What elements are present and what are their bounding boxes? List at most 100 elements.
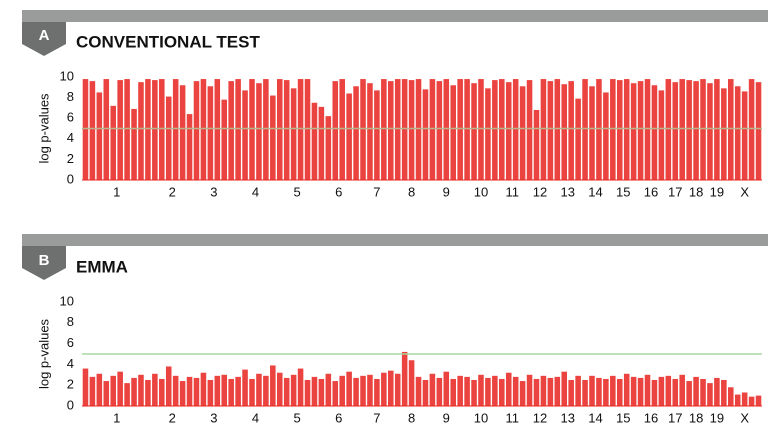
snp-bar — [346, 371, 352, 406]
snp-bar — [242, 90, 248, 180]
snp-bar — [623, 79, 630, 180]
snp-bar — [728, 387, 734, 406]
snp-bar — [443, 371, 450, 406]
snp-bar — [131, 377, 137, 406]
snp-bar — [499, 79, 505, 180]
snp-bar — [519, 381, 526, 406]
snp-bar — [693, 376, 699, 406]
snp-bar — [138, 82, 144, 180]
x-tick-label: 2 — [169, 184, 176, 199]
x-tick-label: 6 — [335, 184, 342, 199]
panel-a-header: A CONVENTIONAL TEST — [22, 10, 768, 56]
snp-bar — [596, 79, 602, 180]
snp-bar — [728, 79, 734, 180]
x-tick-label: 5 — [293, 184, 300, 199]
snp-bar — [644, 79, 651, 180]
y-axis-label: log p-values — [36, 318, 51, 389]
snp-bar — [290, 374, 297, 406]
y-tick-label: 10 — [60, 293, 74, 308]
snp-bar — [519, 86, 526, 180]
snp-bar — [124, 79, 130, 180]
snp-bar — [457, 79, 463, 180]
snp-bar — [707, 83, 713, 180]
snp-bar — [630, 83, 637, 180]
snp-bar — [103, 381, 110, 406]
snp-bar — [374, 90, 380, 180]
x-tick-label: 10 — [474, 410, 488, 425]
snp-bar — [82, 368, 89, 406]
snp-bar — [665, 79, 672, 180]
snp-bar — [471, 380, 477, 406]
snp-bar — [332, 381, 339, 406]
snp-bar — [207, 380, 214, 406]
snp-bar — [686, 381, 692, 406]
snp-bar — [644, 374, 651, 406]
snp-bar — [408, 360, 415, 406]
snp-bar — [235, 79, 241, 180]
x-tick-label: 13 — [560, 184, 574, 199]
snp-bar — [721, 88, 727, 180]
snp-bar — [568, 81, 574, 180]
snp-bar — [152, 80, 158, 180]
snp-bar — [741, 91, 748, 180]
x-tick-label: 19 — [710, 184, 724, 199]
snp-bar — [589, 375, 595, 406]
x-tick-label: 4 — [252, 410, 259, 425]
x-tick-label: 15 — [616, 410, 630, 425]
snp-bar — [623, 373, 630, 406]
snp-bar — [665, 375, 672, 406]
snp-bar — [707, 383, 713, 406]
x-tick-label: 15 — [616, 184, 630, 199]
snp-bar — [152, 373, 158, 406]
snp-bar — [117, 371, 123, 406]
snp-bar — [172, 375, 179, 406]
y-tick-label: 2 — [67, 151, 74, 166]
x-tick-label: 12 — [533, 184, 547, 199]
snp-bar — [658, 90, 665, 180]
x-tick-label: 12 — [533, 410, 547, 425]
y-tick-label: 2 — [67, 377, 74, 392]
snp-bar — [263, 79, 269, 180]
x-tick-label: 10 — [474, 184, 488, 199]
x-tick-label: 9 — [443, 184, 450, 199]
x-tick-label: 9 — [443, 410, 450, 425]
snp-bar — [186, 376, 193, 406]
snp-bar — [748, 396, 755, 406]
snp-bar — [353, 86, 359, 180]
panel-title: EMMA — [76, 257, 128, 276]
snp-bar — [207, 86, 214, 180]
snp-bar — [401, 351, 408, 406]
y-tick-label: 4 — [67, 130, 74, 145]
snp-bar — [610, 375, 616, 406]
snp-bar — [360, 79, 366, 180]
snp-bar — [339, 79, 345, 180]
snp-bar — [596, 377, 602, 406]
snp-bar — [117, 80, 123, 180]
snp-bar — [610, 79, 616, 180]
snp-bar — [221, 99, 228, 180]
x-tick-label: 6 — [335, 410, 342, 425]
snp-bar — [110, 375, 116, 406]
snp-bar — [436, 377, 443, 406]
snp-bar — [505, 82, 512, 180]
snp-bar — [741, 392, 748, 406]
x-tick-label: 8 — [408, 410, 415, 425]
x-tick-label: X — [740, 410, 749, 425]
x-tick-label: 17 — [668, 410, 682, 425]
snp-bar — [124, 383, 130, 406]
snp-bar — [394, 373, 401, 406]
snp-bar — [547, 377, 554, 406]
snp-bar — [339, 375, 345, 406]
snp-bar — [242, 369, 248, 406]
snp-bar — [575, 98, 581, 180]
y-axis-label: log p-values — [36, 93, 51, 164]
snp-bar — [172, 79, 179, 180]
snp-bar — [408, 80, 415, 180]
snp-bar — [297, 368, 304, 406]
snp-bar — [603, 92, 609, 180]
snp-bar — [103, 79, 110, 180]
snp-bar — [734, 86, 741, 180]
snp-bar — [325, 116, 332, 180]
